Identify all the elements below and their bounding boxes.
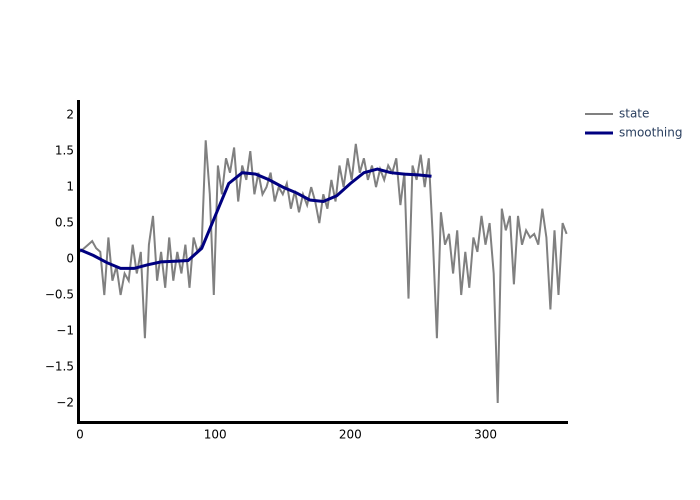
line-state	[79, 140, 568, 404]
x-tick-label: 0	[76, 428, 84, 442]
y-tick-label: 1.5	[55, 144, 74, 158]
line-smoothing	[79, 167, 432, 270]
y-tick-label: −2	[56, 396, 74, 410]
legend-label: state	[619, 107, 649, 121]
y-tick-label: 1	[66, 180, 74, 194]
y-tick-label: 2	[66, 108, 74, 122]
legend: state smoothing	[585, 107, 683, 140]
y-tick-label: −1.5	[45, 360, 74, 374]
legend-label: smoothing	[619, 126, 683, 140]
x-tick-label: 200	[339, 428, 362, 442]
y-tick-label: 0.5	[55, 216, 74, 230]
x-tick-label: 100	[204, 428, 227, 442]
x-tick-label: 300	[474, 428, 497, 442]
y-tick-label: −1	[56, 324, 74, 338]
y-tick-label: −0.5	[45, 288, 74, 302]
y-tick-label: 0	[66, 252, 74, 266]
